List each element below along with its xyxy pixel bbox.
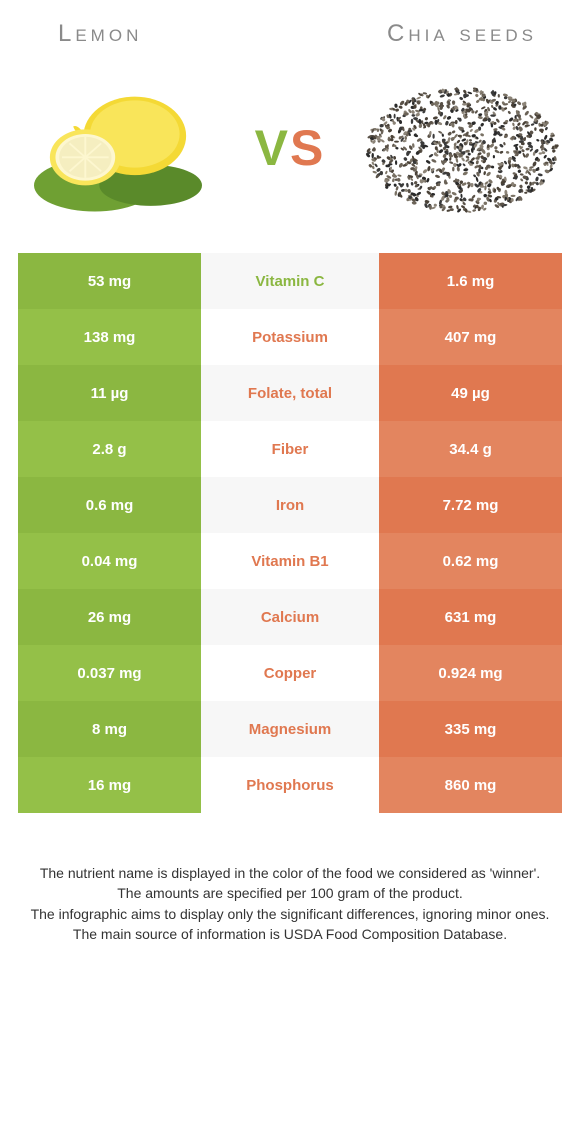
nutrient-label: Iron bbox=[201, 477, 379, 533]
left-value: 0.037 mg bbox=[18, 645, 201, 701]
left-value: 0.6 mg bbox=[18, 477, 201, 533]
nutrient-row: 2.8 gFiber34.4 g bbox=[18, 421, 562, 477]
right-value: 335 mg bbox=[379, 701, 562, 757]
left-value: 2.8 g bbox=[18, 421, 201, 477]
nutrient-row: 0.6 mgIron7.72 mg bbox=[18, 477, 562, 533]
nutrient-row: 16 mgPhosphorus860 mg bbox=[18, 757, 562, 813]
comparison-images: VS bbox=[18, 68, 562, 228]
nutrient-label: Magnesium bbox=[201, 701, 379, 757]
food-left-title: Lemon bbox=[58, 20, 142, 48]
nutrient-row: 0.04 mgVitamin B10.62 mg bbox=[18, 533, 562, 589]
left-value: 16 mg bbox=[18, 757, 201, 813]
right-value: 34.4 g bbox=[379, 421, 562, 477]
nutrient-label: Folate, total bbox=[201, 365, 379, 421]
right-value: 0.924 mg bbox=[379, 645, 562, 701]
nutrient-row: 0.037 mgCopper0.924 mg bbox=[18, 645, 562, 701]
left-value: 26 mg bbox=[18, 589, 201, 645]
nutrient-row: 138 mgPotassium407 mg bbox=[18, 309, 562, 365]
left-value: 0.04 mg bbox=[18, 533, 201, 589]
footer-line: The nutrient name is displayed in the co… bbox=[26, 863, 554, 883]
nutrient-row: 8 mgMagnesium335 mg bbox=[18, 701, 562, 757]
right-value: 407 mg bbox=[379, 309, 562, 365]
nutrient-label: Vitamin B1 bbox=[201, 533, 379, 589]
nutrient-label: Vitamin C bbox=[201, 253, 379, 309]
right-value: 631 mg bbox=[379, 589, 562, 645]
left-value: 8 mg bbox=[18, 701, 201, 757]
nutrient-row: 11 µgFolate, total49 µg bbox=[18, 365, 562, 421]
nutrient-row: 26 mgCalcium631 mg bbox=[18, 589, 562, 645]
nutrient-label: Copper bbox=[201, 645, 379, 701]
nutrient-label: Fiber bbox=[201, 421, 379, 477]
footer-line: The main source of information is USDA F… bbox=[26, 924, 554, 944]
footer-line: The infographic aims to display only the… bbox=[26, 904, 554, 924]
nutrient-label: Potassium bbox=[201, 309, 379, 365]
lemon-image bbox=[18, 73, 218, 223]
right-value: 860 mg bbox=[379, 757, 562, 813]
left-value: 11 µg bbox=[18, 365, 201, 421]
nutrient-row: 53 mgVitamin C1.6 mg bbox=[18, 253, 562, 309]
nutrient-table: 53 mgVitamin C1.6 mg138 mgPotassium407 m… bbox=[18, 253, 562, 813]
footer-notes: The nutrient name is displayed in the co… bbox=[18, 863, 562, 944]
left-value: 53 mg bbox=[18, 253, 201, 309]
right-value: 7.72 mg bbox=[379, 477, 562, 533]
right-value: 0.62 mg bbox=[379, 533, 562, 589]
nutrient-label: Calcium bbox=[201, 589, 379, 645]
left-value: 138 mg bbox=[18, 309, 201, 365]
nutrient-label: Phosphorus bbox=[201, 757, 379, 813]
right-value: 49 µg bbox=[379, 365, 562, 421]
vs-label: VS bbox=[255, 119, 326, 177]
food-right-title: Chia seeds bbox=[387, 20, 537, 48]
footer-line: The amounts are specified per 100 gram o… bbox=[26, 883, 554, 903]
chia-seeds-image bbox=[362, 73, 562, 223]
right-value: 1.6 mg bbox=[379, 253, 562, 309]
